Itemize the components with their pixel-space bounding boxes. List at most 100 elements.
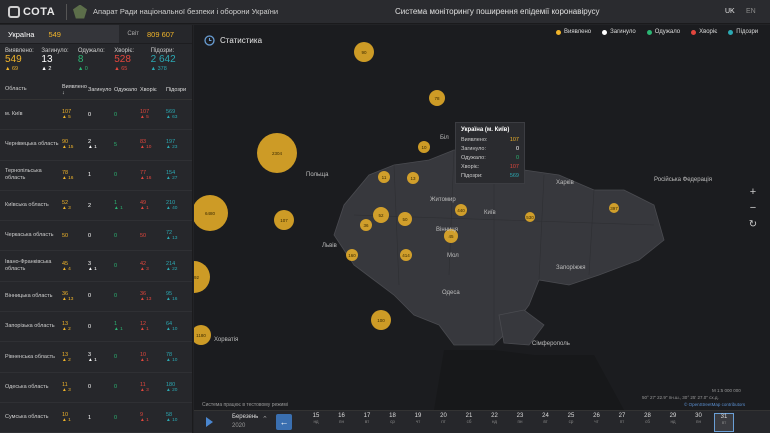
legend-item[interactable]: Загинуло <box>602 29 636 35</box>
column-header[interactable]: Виявлено ↓ <box>62 83 87 96</box>
day-item[interactable]: 15 нд <box>306 413 326 424</box>
zoom-out-button[interactable]: − <box>749 202 757 214</box>
weekday-label: пт <box>619 419 625 424</box>
case-bubble[interactable]: 440 <box>455 204 467 216</box>
tooltip-title: Україна (м. Київ) <box>461 127 510 133</box>
column-header[interactable]: Хворіє <box>140 86 157 93</box>
cell-value: 3 <box>88 260 92 267</box>
case-bubble[interactable]: 50 <box>398 212 412 226</box>
cell-value: 95 <box>166 290 173 297</box>
cell-value: 107 <box>140 109 150 116</box>
day-item[interactable]: 27 пт <box>612 413 632 424</box>
day-item[interactable]: 16 пн <box>332 413 352 424</box>
column-header[interactable]: Загинуло <box>88 86 112 93</box>
day-item[interactable]: 29 нд <box>663 413 683 424</box>
day-item[interactable]: 17 вт <box>357 413 377 424</box>
legend-item[interactable]: Хворіє <box>691 29 717 35</box>
day-item[interactable]: 23 пн <box>510 413 530 424</box>
case-bubble[interactable]: 52 <box>373 207 389 223</box>
cell-value: 0 <box>88 232 92 239</box>
table-row[interactable]: Сумська область 10 ▲ 1 1 0 9 ▲ 1 58 ▲ 10 <box>0 403 192 433</box>
case-bubble[interactable]: 90 <box>354 42 374 62</box>
case-bubble[interactable]: 45 <box>444 229 458 243</box>
osm-attribution-link[interactable]: © OpenStreetMap contributors <box>684 402 746 407</box>
cota-logo[interactable]: СОТА <box>8 5 60 18</box>
lang-uk-button[interactable]: UK <box>725 8 735 15</box>
day-item[interactable]: 18 ср <box>383 413 403 424</box>
day-item[interactable]: 30 пн <box>689 413 709 424</box>
prev-date-button[interactable]: ← <box>276 414 292 430</box>
case-bubble[interactable]: 530 <box>525 212 535 222</box>
case-bubble[interactable]: 6480 <box>194 195 228 231</box>
nsdc-emblem-icon <box>73 4 87 19</box>
column-header[interactable]: Одужало <box>114 86 138 93</box>
cell-delta: 22 <box>172 266 178 272</box>
cell-delta: 27 <box>172 175 178 181</box>
weekday-label: пн <box>339 419 344 424</box>
play-icon[interactable] <box>206 417 213 427</box>
label-vinnytsia: Вінниця <box>436 227 458 233</box>
arrow-up-icon: ▲ <box>166 387 173 393</box>
country-tab[interactable]: Україна 549 <box>0 25 120 43</box>
day-item[interactable]: 24 вт <box>536 413 556 424</box>
bubble-label: 6480 <box>204 210 215 216</box>
case-bubble[interactable]: 36 <box>360 219 372 231</box>
region-name: Рівненська область <box>5 353 56 360</box>
statistics-button[interactable]: Статистика <box>204 35 262 46</box>
day-selected[interactable]: 31 вт <box>714 413 734 432</box>
arrow-up-icon: ▲ <box>62 327 69 333</box>
test-mode-notice: Система працює в тестовому режимі <box>202 402 288 408</box>
stat-value: 528 <box>114 54 131 65</box>
table-row[interactable]: Одеська область 11 ▲ 3 0 0 11 ▲ 3 180 ▲ 20 <box>0 373 192 403</box>
day-item[interactable]: 26 чт <box>587 413 607 424</box>
column-header[interactable]: Область <box>5 86 27 92</box>
table-row[interactable]: м. Київ 107 ▲ 5 0 0 107 ▲ 5 569 ▲ 63 <box>0 100 192 131</box>
day-item[interactable]: 28 сб <box>638 413 658 424</box>
case-bubble[interactable]: 13 <box>407 172 419 184</box>
table-row[interactable]: Івано-Франківська область 45 ▲ 4 3 ▲ 1 0 42 ▲ 3… <box>0 251 192 282</box>
arrow-up-icon: ▲ <box>77 66 85 72</box>
reset-view-icon[interactable]: ↻ <box>748 218 758 230</box>
cell-delta: 16 <box>68 175 74 181</box>
case-bubble[interactable]: 78 <box>429 90 445 106</box>
case-bubble[interactable]: 160 <box>346 249 358 261</box>
case-bubble[interactable]: 100 <box>371 310 391 330</box>
legend-item[interactable]: Виявлено <box>556 29 591 35</box>
world-tab[interactable]: Світ 809 607 <box>119 25 192 43</box>
day-number: 24 <box>542 413 549 419</box>
case-bubble[interactable]: 10 <box>418 141 430 153</box>
case-bubble[interactable]: 1092 <box>194 261 210 293</box>
table-row[interactable]: Черкаська область 50 0 0 50 72 ▲ 13 <box>0 221 192 252</box>
map-view[interactable]: Статистика 2304 6480 1092 107 90 78 52 50 45 36 13… <box>194 25 770 410</box>
zoom-in-button[interactable]: + <box>749 186 757 198</box>
case-bubble[interactable]: 107 <box>274 210 294 230</box>
cell-value: 11 <box>140 381 146 388</box>
month-chevron-icon[interactable]: ⌃ <box>262 416 268 423</box>
day-item[interactable]: 20 пт <box>434 413 454 424</box>
table-row[interactable]: Київська область 52 ▲ 3 2 1 ▲ 1 49 ▲ 1 210 ▲ 40 <box>0 191 192 222</box>
table-row[interactable]: Запорізька область 13 ▲ 2 0 1 ▲ 1 12 ▲ 1 64 ▲ 10 <box>0 312 192 343</box>
cell-value: 0 <box>88 323 92 330</box>
lang-en-button[interactable]: EN <box>746 8 756 15</box>
day-item[interactable]: 25 ср <box>561 413 581 424</box>
arrow-up-icon: ▲ <box>140 115 147 121</box>
region-name: Сумська область <box>5 414 49 421</box>
day-item[interactable]: 19 чт <box>408 413 428 424</box>
day-item[interactable]: 21 сб <box>459 413 479 424</box>
table-row[interactable]: Вінницька область 36 ▲ 13 0 0 36 ▲ 13 95 ▲ 16 <box>0 282 192 313</box>
legend-item[interactable]: Підозри <box>728 29 758 35</box>
day-item[interactable]: 22 нд <box>485 413 505 424</box>
case-bubble[interactable]: 11 <box>378 171 390 183</box>
column-header[interactable]: Підозри <box>166 86 187 93</box>
case-bubble[interactable]: 414 <box>400 249 412 261</box>
table-row[interactable]: Чернівецька область 90 ▲ 15 2 ▲ 1 5 83 ▲ 10 197 ▲… <box>0 130 192 161</box>
bubble-label: 397 <box>610 205 618 211</box>
case-bubble[interactable]: 397 <box>609 203 619 213</box>
arrow-up-icon: ▲ <box>62 145 69 151</box>
legend-item[interactable]: Одужало <box>646 29 680 35</box>
case-bubble[interactable]: 1180 <box>194 325 211 345</box>
tooltip-label: Загинуло: <box>461 146 486 152</box>
case-bubble[interactable]: 2304 <box>257 133 297 173</box>
table-row[interactable]: Рівненська область 13 ▲ 2 3 ▲ 1 0 10 ▲ 1 78 ▲ 10 <box>0 342 192 373</box>
table-row[interactable]: Тернопільська область 78 ▲ 16 1 0 77 ▲ 16 154 ▲ … <box>0 161 192 191</box>
